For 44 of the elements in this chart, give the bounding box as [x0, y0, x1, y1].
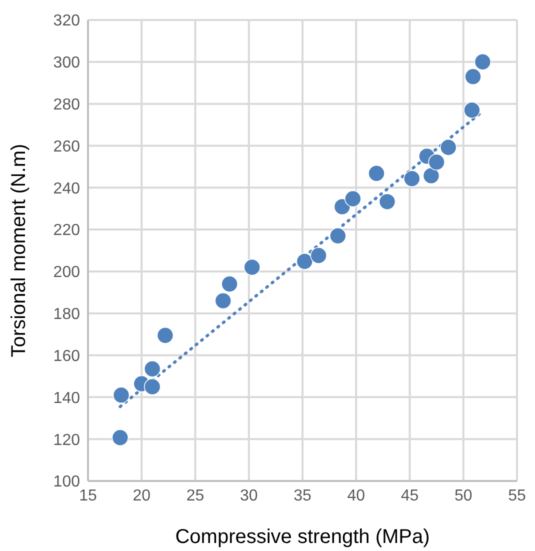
- point: [464, 102, 480, 119]
- y-tick-label: 280: [53, 96, 80, 114]
- x-tick-label: 55: [508, 487, 526, 504]
- point: [428, 154, 445, 170]
- point: [112, 386, 130, 404]
- x-tick-label: 30: [240, 487, 258, 504]
- point: [296, 252, 314, 270]
- y-tick-label: 240: [53, 180, 80, 198]
- y-tick-label: 140: [53, 390, 80, 407]
- point: [329, 227, 346, 244]
- y-tick-label: 220: [53, 222, 80, 240]
- x-tick-label: 35: [294, 487, 312, 504]
- point: [474, 54, 492, 70]
- y-tick-label: 120: [53, 432, 80, 449]
- point: [144, 378, 161, 396]
- x-axis-title: Compressive strength (MPa): [175, 526, 430, 548]
- point: [244, 258, 260, 276]
- x-tick-label: 45: [400, 487, 419, 504]
- point: [368, 164, 385, 182]
- point: [214, 292, 232, 310]
- y-tick-label: 100: [53, 474, 80, 491]
- point: [403, 170, 420, 188]
- point: [156, 326, 174, 344]
- y-tick-label: 180: [53, 306, 80, 324]
- point: [378, 193, 396, 210]
- point: [422, 167, 440, 184]
- x-tick-label: 15: [79, 487, 97, 504]
- point: [112, 429, 129, 446]
- y-tick-label: 320: [53, 12, 80, 30]
- x-tick-label: 25: [186, 487, 204, 504]
- y-axis-title: Torsional moment (N.m): [8, 144, 30, 358]
- y-tick-label: 160: [53, 348, 80, 365]
- point: [344, 190, 362, 208]
- point: [221, 276, 238, 292]
- x-tick-label: 40: [347, 487, 366, 504]
- point: [310, 247, 327, 264]
- x-tick-label: 50: [454, 487, 472, 504]
- y-tick-label: 260: [53, 138, 80, 156]
- point: [440, 139, 457, 156]
- y-tick-label: 200: [53, 264, 80, 282]
- point: [464, 68, 482, 85]
- x-tick-label: 20: [132, 487, 151, 504]
- point: [144, 360, 161, 378]
- y-tick-label: 300: [53, 54, 80, 72]
